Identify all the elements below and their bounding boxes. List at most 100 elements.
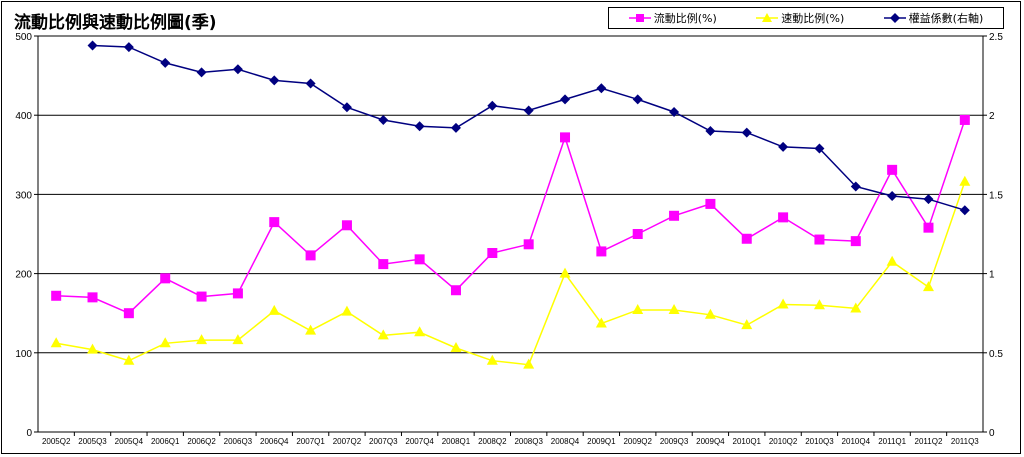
x-tick-label: 2007Q4 [405,437,434,446]
data-point-square [196,291,207,302]
data-point-square [450,285,461,296]
y2-tick-label: 2 [989,111,995,122]
legend-item-quick-ratio: 速動比例(%) [756,10,844,26]
data-point-diamond [669,107,680,118]
data-point-square [632,229,643,239]
data-point-triangle [850,302,862,313]
data-point-triangle [268,304,280,315]
y2-tick-label: 0 [989,428,995,439]
x-tick-label: 2010Q4 [842,437,871,446]
data-point-diamond [341,102,352,113]
legend-marker-diamond-icon [883,13,906,23]
y2-tick-label: 1 [989,270,995,281]
data-point-diamond [523,105,534,116]
data-point-square [87,292,98,303]
legend-label: 速動比例(%) [781,12,845,25]
x-tick-label: 2009Q2 [623,437,652,446]
y-tick-label: 400 [15,111,32,122]
data-point-diamond [160,57,171,68]
data-point-square [160,273,171,284]
chart-title: 流動比例與速動比例圖(季) [14,13,217,33]
x-tick-label: 2011Q3 [951,437,979,446]
data-point-diamond [87,40,98,51]
y-tick-label: 100 [15,349,32,360]
legend-marker-square-icon [628,14,651,22]
data-point-diamond [923,194,934,205]
data-point-diamond [450,122,461,133]
data-point-square [51,290,62,301]
x-tick-label: 2009Q3 [660,437,689,446]
y-tick-label: 500 [15,32,32,43]
data-point-square [341,220,352,231]
x-tick-label: 2006Q4 [260,437,289,446]
data-point-triangle [486,354,498,365]
y-tick-label: 0 [26,428,32,439]
data-point-triangle [523,358,535,369]
data-point-square [305,250,316,261]
data-point-square [669,210,680,221]
data-point-triangle [232,334,244,345]
data-point-triangle [159,337,171,348]
y-tick-label: 300 [15,190,32,201]
data-point-diamond [741,127,752,138]
x-tick-label: 2007Q2 [333,437,362,446]
data-point-square [814,234,825,245]
data-point-triangle [959,175,971,186]
x-tick-label: 2005Q3 [78,437,107,446]
data-point-diamond [632,94,643,105]
x-tick-label: 2008Q1 [442,437,471,446]
data-point-square [705,198,716,209]
data-point-triangle [196,334,208,345]
data-point-triangle [123,354,135,365]
data-point-square [959,114,970,125]
series-line-0 [56,119,966,315]
x-tick-label: 2007Q3 [369,437,398,446]
x-tick-label: 2010Q1 [733,437,762,446]
x-tick-label: 2011Q1 [878,437,906,446]
data-point-triangle [50,337,62,348]
y2-tick-label: 0.5 [989,349,1003,360]
data-point-square [887,164,898,175]
y-tick-label: 200 [15,270,32,281]
x-tick-label: 2010Q2 [769,437,798,446]
data-point-square [523,239,534,250]
x-tick-label: 2006Q1 [151,437,180,446]
data-point-square [414,254,425,265]
data-point-triangle [341,305,353,316]
data-point-diamond [560,94,571,105]
data-point-triangle [813,299,825,310]
x-tick-label: 2006Q2 [187,437,216,446]
data-point-triangle [595,317,607,328]
data-point-square [778,212,789,223]
legend-label: 權益係數(右軸) [908,12,984,25]
data-point-triangle [450,342,462,353]
data-point-square [269,217,280,228]
series-line-1 [56,181,966,366]
data-point-diamond [487,100,498,111]
data-point-diamond [814,143,825,154]
data-point-square [741,233,752,244]
data-point-square [560,132,571,143]
data-point-triangle [632,304,644,315]
data-point-diamond [196,67,207,78]
data-point-diamond [778,141,789,152]
legend-marker-triangle-icon [756,13,779,22]
data-point-diamond [305,78,316,89]
data-point-triangle [741,319,753,330]
legend-item-equity-multiplier: 權益係數(右軸) [883,10,984,26]
x-tick-label: 2009Q1 [587,437,616,446]
plot-border [37,35,984,433]
x-tick-label: 2006Q3 [224,437,253,446]
data-point-square [123,308,134,319]
data-point-square [923,222,934,233]
legend: 流動比例(%) 速動比例(%) 權益係數(右軸) [608,7,1004,29]
data-point-triangle [87,343,99,354]
y2-tick-label: 2.5 [989,32,1003,43]
data-point-triangle [414,326,426,337]
data-point-diamond [596,83,607,94]
x-tick-label: 2011Q2 [915,437,943,446]
x-tick-label: 2007Q1 [296,437,325,446]
data-point-triangle [377,329,389,340]
x-tick-label: 2009Q4 [696,437,725,446]
